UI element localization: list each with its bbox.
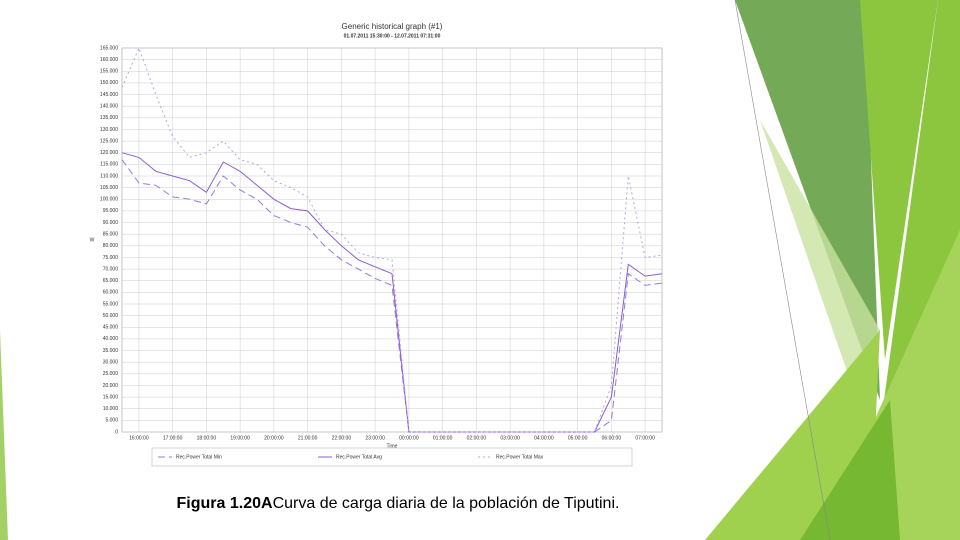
x-axis-label: Time <box>387 443 398 449</box>
y-tick-label: 145.000 <box>100 92 118 98</box>
y-tick-label: 165.000 <box>100 45 118 51</box>
y-tick-label: 80.000 <box>103 243 119 249</box>
chart-subtitle: 01.07.2011 15:30:00 - 12.07.2011 07:31:0… <box>344 33 441 39</box>
y-tick-label: 60.000 <box>103 290 119 296</box>
x-tick-label: 02:00:00 <box>467 435 487 441</box>
x-tick-label: 19:00:00 <box>230 435 250 441</box>
x-tick-label: 18:00:00 <box>197 435 217 441</box>
y-tick-label: 35.000 <box>103 348 119 354</box>
y-tick-label: 155.000 <box>100 69 118 75</box>
y-tick-label: 120.000 <box>100 150 118 156</box>
series-line <box>121 159 663 433</box>
y-tick-label: 25.000 <box>103 371 119 377</box>
y-tick-label: 135.000 <box>100 115 118 121</box>
y-tick-label: 70.000 <box>103 266 119 272</box>
y-tick-label: 105.000 <box>100 185 118 191</box>
series-line <box>121 46 663 433</box>
y-tick-label: 5.000 <box>105 418 118 424</box>
caption-text: Curva de carga diaria de la población de… <box>272 495 620 512</box>
y-tick-label: 100.000 <box>100 197 118 203</box>
y-tick-label: 95.000 <box>103 208 119 214</box>
legend-label: Rec.Power Total Max <box>496 454 544 460</box>
y-tick-label: 45.000 <box>103 325 119 331</box>
x-tick-label: 07:00:00 <box>635 435 655 441</box>
x-tick-label: 17:00:00 <box>163 435 183 441</box>
y-tick-label: 55.000 <box>103 301 119 307</box>
caption-label: Figura 1.20A <box>176 495 273 512</box>
plot-area <box>121 47 663 433</box>
y-tick-label: 50.000 <box>103 313 119 319</box>
chart-title: Generic historical graph (#1) <box>342 22 443 31</box>
y-tick-label: 150.000 <box>100 80 118 86</box>
y-tick-label: 65.000 <box>103 278 119 284</box>
y-tick-label: 15.000 <box>103 394 119 400</box>
y-tick-label: 160.000 <box>100 57 118 63</box>
y-tick-label: 125.000 <box>100 138 118 144</box>
y-tick-label: 75.000 <box>103 255 119 261</box>
chart: Generic historical graph (#1) 01.07.2011… <box>90 22 663 467</box>
y-tick-label: 90.000 <box>103 220 119 226</box>
y-tick-label: 10.000 <box>103 406 119 412</box>
y-tick-label: 40.000 <box>103 336 119 342</box>
y-tick-label: 140.000 <box>100 104 118 110</box>
y-tick-label: 30.000 <box>103 360 119 366</box>
y-axis-label: W <box>90 237 95 243</box>
x-tick-label: 04:00:00 <box>534 435 554 441</box>
x-tick-label: 01:00:00 <box>433 435 453 441</box>
x-tick-label: 16:00:00 <box>129 435 149 441</box>
x-tick-label: 22:00:00 <box>332 435 352 441</box>
y-tick-label: 110.000 <box>100 173 118 179</box>
x-tick-label: 00:00:00 <box>399 435 419 441</box>
legend-label: Rec.Power Total Min <box>176 454 222 460</box>
x-tick-label: 06:00:00 <box>602 435 622 441</box>
x-tick-label: 03:00:00 <box>500 435 520 441</box>
y-tick-label: 0 <box>115 429 118 435</box>
y-tick-label: 20.000 <box>103 383 119 389</box>
x-tick-label: 21:00:00 <box>298 435 318 441</box>
x-tick-label: 05:00:00 <box>568 435 588 441</box>
legend-label: Rec.Power Total Avg <box>336 454 382 460</box>
x-tick-label: 23:00:00 <box>365 435 385 441</box>
caption: Figura 1.20ACurva de carga diaria de la … <box>168 492 628 515</box>
x-tick-label: 20:00:00 <box>264 435 284 441</box>
y-tick-label: 130.000 <box>100 127 118 133</box>
y-tick-label: 85.000 <box>103 232 119 238</box>
legend <box>151 447 633 467</box>
y-tick-label: 115.000 <box>100 162 118 168</box>
